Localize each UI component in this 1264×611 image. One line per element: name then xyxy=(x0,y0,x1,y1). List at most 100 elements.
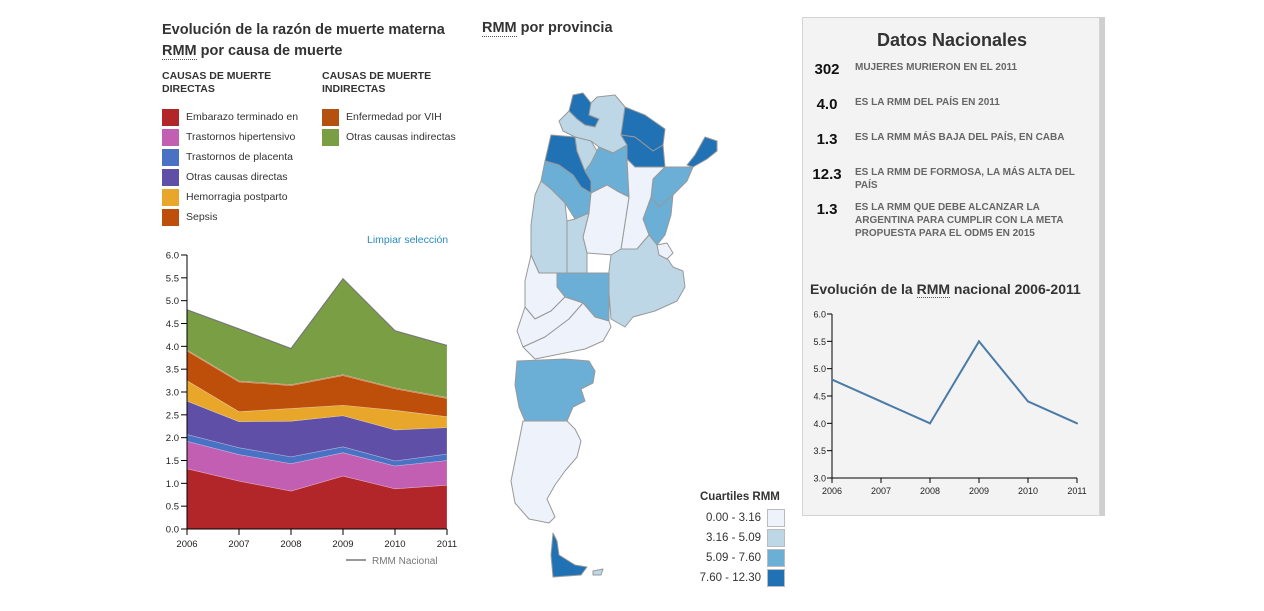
area-series-1[interactable] xyxy=(186,440,448,492)
panel-title: Datos Nacionales xyxy=(876,30,1028,50)
x-tick-label: 2010 xyxy=(1018,486,1038,496)
legend-item[interactable]: Otras causas directas xyxy=(162,167,300,187)
national-line-chart-title: Evolución de la RMM nacional 2006-2011 xyxy=(810,281,1081,298)
quartile-label: 7.60 - 12.30 xyxy=(699,572,761,584)
area-series-3[interactable] xyxy=(186,400,448,462)
x-tick-label: 2008 xyxy=(280,539,301,550)
y-tick-label: 3.0 xyxy=(813,474,826,484)
stack-chart-title: Evolución de la razón de muerte materna … xyxy=(162,20,472,62)
legend-label: Embarazo terminado en xyxy=(186,111,299,123)
line-point xyxy=(929,422,931,425)
national-legend: RMM Nacional xyxy=(346,556,438,567)
legend-item[interactable]: Sepsis xyxy=(162,207,300,227)
indirect-causes-legend: Enfermedad por VIH Otras causas indirecta… xyxy=(322,107,467,147)
line-point xyxy=(1076,422,1078,425)
y-tick-label: 1.0 xyxy=(166,479,179,490)
subtitle-text-rest: nacional 2006-2011 xyxy=(950,281,1081,297)
rmm-abbreviation[interactable]: RMM xyxy=(916,281,951,298)
legend-item[interactable]: Otras causas indirectas xyxy=(322,127,467,147)
legend-item[interactable]: Trastornos hipertensivo xyxy=(162,127,300,147)
province-rio-negro[interactable] xyxy=(522,302,612,360)
fact-text: ES LA RMM DE FORMOSA, LA MÁS ALTA DEL PA… xyxy=(855,167,1075,191)
quartile-swatch xyxy=(767,549,785,567)
province-misiones[interactable] xyxy=(686,136,718,168)
x-tick-label: 2009 xyxy=(332,539,353,550)
quartile-label: 5.09 - 7.60 xyxy=(706,552,761,564)
national-line-chart: 3.03.54.04.55.05.56.0 2006 2007 2008 2009 20… xyxy=(813,310,1087,497)
province-santa-cruz[interactable] xyxy=(510,420,582,524)
area-series-5[interactable] xyxy=(186,350,448,417)
direct-causes-heading: CAUSAS DE MUERTE DIRECTAS xyxy=(162,70,272,95)
legend-label: Hemorragia postparto xyxy=(186,191,288,203)
clear-selection-link[interactable]: Limpiar selección xyxy=(367,234,449,246)
x-axis: 2006 2007 2008 2009 2010 2011 xyxy=(176,528,457,550)
y-tick-label: 5.5 xyxy=(813,337,826,347)
direct-causes-legend: Embarazo terminado en Trastornos hiperten… xyxy=(162,107,300,227)
quartile-label: 3.16 - 5.09 xyxy=(706,532,761,544)
province-caba[interactable] xyxy=(656,242,674,260)
quartile-item: 3.16 - 5.09 xyxy=(690,528,785,548)
x-axis: 2006 2007 2008 2009 2010 2011 xyxy=(822,477,1087,496)
legend-swatch xyxy=(322,108,339,126)
legend-item[interactable]: Enfermedad por VIH xyxy=(322,107,467,127)
legend-swatch xyxy=(162,208,179,226)
fact-value: 1.3 xyxy=(816,201,838,218)
title-text: Evolución de la razón de muerte materna xyxy=(162,22,445,38)
x-tick-label: 2009 xyxy=(969,486,989,496)
x-tick-label: 2011 xyxy=(1067,486,1086,496)
fact-value: 302 xyxy=(814,61,840,78)
x-tick-label: 2010 xyxy=(384,539,405,550)
province-tierra-del-fuego[interactable] xyxy=(550,532,588,578)
quartile-swatch xyxy=(767,509,785,527)
legend-swatch xyxy=(322,128,339,146)
fact-value: 1.3 xyxy=(816,131,838,148)
y-tick-label: 1.5 xyxy=(166,456,179,467)
indirect-causes-heading: CAUSAS DE MUERTE INDIRECTAS xyxy=(322,70,432,95)
x-tick-label: 2011 xyxy=(437,539,457,550)
y-tick-label: 4.5 xyxy=(813,392,826,402)
y-tick-label: 6.0 xyxy=(166,251,179,262)
legend-swatch xyxy=(162,168,179,186)
rmm-abbreviation[interactable]: RMM xyxy=(162,43,197,60)
province-buenos-aires[interactable] xyxy=(608,234,686,328)
legend-label: Trastornos de placenta xyxy=(186,151,294,163)
line-point xyxy=(831,378,833,381)
subtitle-text: Evolución de la xyxy=(810,281,917,297)
legend-swatch xyxy=(162,188,179,206)
stack-areas xyxy=(186,277,448,530)
y-tick-label: 0.5 xyxy=(166,502,179,513)
legend-label: Otras causas directas xyxy=(186,171,288,183)
y-tick-label: 4.5 xyxy=(166,319,179,330)
national-legend-label: RMM Nacional xyxy=(372,556,438,567)
map-title: RMM por provincia xyxy=(482,20,613,37)
y-tick-label: 2.5 xyxy=(166,410,179,421)
y-tick-label: 5.0 xyxy=(813,364,826,374)
line-series xyxy=(831,339,1078,425)
rmm-abbreviation[interactable]: RMM xyxy=(482,20,517,37)
legend-item[interactable]: Trastornos de placenta xyxy=(162,147,300,167)
national-rmm-line xyxy=(831,339,1078,425)
quartile-swatch xyxy=(767,569,785,587)
legend-swatch xyxy=(162,148,179,166)
quartile-label: 0.00 - 3.16 xyxy=(706,512,761,524)
national-total-line xyxy=(186,277,448,350)
fact-value: 4.0 xyxy=(816,96,838,113)
map-title-rest: por provincia xyxy=(516,20,613,36)
y-tick-label: 4.0 xyxy=(166,342,179,353)
legend-label: Sepsis xyxy=(186,211,218,223)
x-tick-label: 2006 xyxy=(822,486,842,496)
y-tick-label: 2.0 xyxy=(166,433,179,444)
x-tick-label: 2006 xyxy=(176,539,197,550)
area-series-2[interactable] xyxy=(186,434,448,467)
legend-label: Otras causas indirectas xyxy=(346,131,456,143)
y-tick-label: 3.5 xyxy=(166,365,179,376)
legend-label: Trastornos hipertensivo xyxy=(186,131,296,143)
quartile-item: 7.60 - 12.30 xyxy=(690,568,785,588)
argentina-province-map xyxy=(510,92,718,578)
province-chubut[interactable] xyxy=(514,358,596,422)
legend-item[interactable]: Hemorragia postparto xyxy=(162,187,300,207)
line-point xyxy=(978,340,980,343)
fact-value: 12.3 xyxy=(812,166,842,183)
legend-item[interactable]: Embarazo terminado en xyxy=(162,107,300,127)
x-tick-label: 2008 xyxy=(920,486,940,496)
